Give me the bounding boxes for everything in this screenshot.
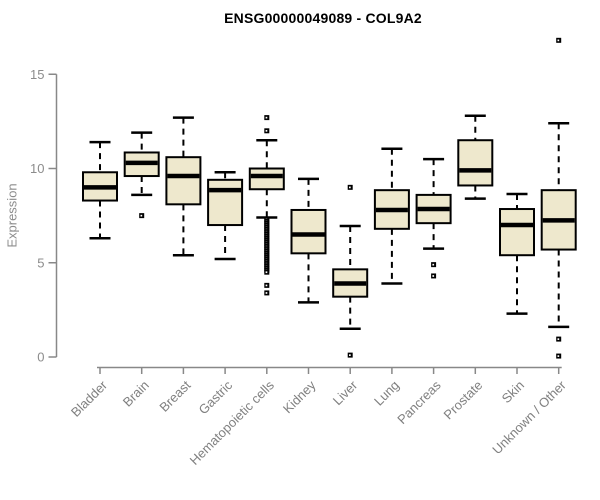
iqr-box [457, 139, 494, 187]
box-gastric [207, 171, 244, 261]
outlier-point-hole [432, 263, 435, 266]
box-unknown-other [540, 37, 577, 359]
outlier-point-hole [349, 354, 351, 357]
y-tick-label: 15 [30, 67, 44, 82]
x-category-label-brain: Brain [120, 378, 152, 410]
box-brain [123, 131, 160, 219]
box-kidney [290, 177, 327, 304]
x-category-label-bladder: Bladder [68, 377, 111, 420]
box-hematopoietic-cells [248, 115, 285, 296]
outlier-point-hole [557, 355, 560, 357]
outlier-point-hole [265, 271, 268, 274]
x-category-label-breast: Breast [156, 377, 193, 414]
y-axis-label: Expression [4, 183, 20, 248]
iqr-box [207, 178, 244, 227]
outlier-point-hole [265, 130, 268, 132]
outlier-point-hole [265, 116, 268, 119]
iqr-box [499, 208, 535, 257]
outlier-point-hole [140, 214, 143, 217]
y-axis: 0 5 10 15 [30, 67, 58, 365]
x-category-label-gastric: Gastric [196, 377, 236, 417]
iqr-box [290, 208, 327, 255]
x-category-label-kidney: Kidney [280, 377, 319, 416]
x-category-label-pancreas: Pancreas [394, 377, 444, 427]
outlier-point-hole [557, 39, 560, 42]
iqr-box [248, 167, 285, 191]
outlier-point-hole [265, 284, 268, 287]
x-category-label-liver: Liver [330, 377, 361, 408]
outlier-point-hole [432, 275, 435, 277]
box-lung [373, 147, 410, 285]
box-bladder [82, 140, 118, 240]
box-liver [332, 184, 369, 358]
chart-title: ENSG00000049089 - COL9A2 [224, 10, 422, 26]
y-tick-label: 10 [30, 161, 44, 176]
x-category-label-skin: Skin [499, 378, 527, 406]
y-tick-label: 0 [37, 350, 44, 365]
outlier-point-hole [349, 186, 351, 189]
box-pancreas [415, 157, 452, 279]
outlier-point-hole [557, 338, 560, 340]
x-category-label-lung: Lung [371, 378, 402, 409]
iqr-box [165, 156, 202, 206]
box-skin [499, 192, 535, 315]
outlier-point-hole [265, 292, 268, 294]
box-breast [165, 116, 202, 257]
x-category-label-prostate: Prostate [441, 378, 486, 423]
x-category-label-unknown-other: Unknown / Other [489, 377, 569, 457]
box-prostate [457, 114, 494, 200]
y-tick-label: 5 [37, 255, 44, 270]
